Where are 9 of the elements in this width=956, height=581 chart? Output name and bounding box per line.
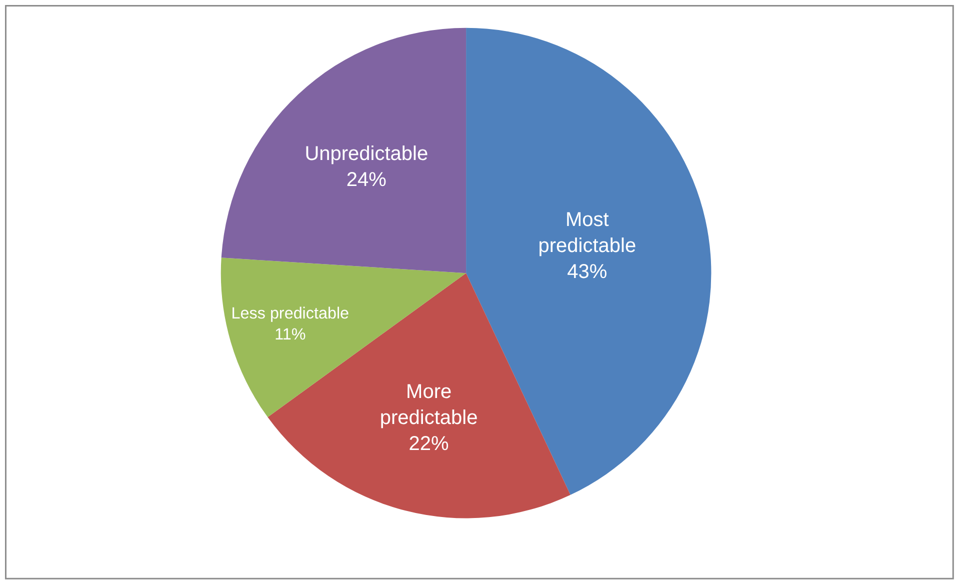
slice-label: Unpredictable — [304, 142, 428, 165]
data-label: 11% — [274, 326, 306, 344]
pie-slice — [221, 28, 466, 274]
slice-label: More predictable — [380, 381, 478, 430]
data-label: 22% — [408, 433, 450, 456]
slice-label: Less predictable — [231, 304, 350, 322]
data-label: 43% — [567, 261, 608, 283]
data-label: 24% — [346, 168, 387, 191]
slice-label: Most predictable — [538, 209, 636, 257]
